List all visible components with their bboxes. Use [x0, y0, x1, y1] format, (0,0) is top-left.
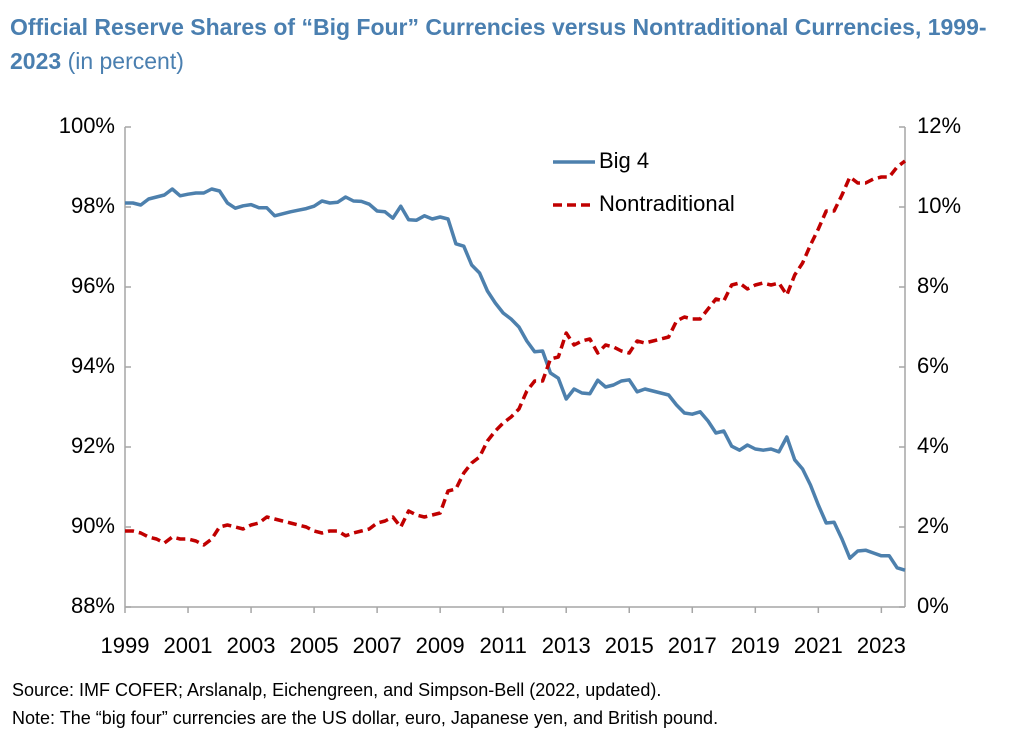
x-tick-label: 2023: [857, 633, 906, 658]
x-tick-label: 2005: [290, 633, 339, 658]
legend-label: Nontraditional: [599, 191, 735, 216]
x-tick-label: 2021: [794, 633, 843, 658]
x-tick-label: 2003: [227, 633, 276, 658]
x-tick-label: 2011: [480, 633, 527, 658]
y-tick-label: 90%: [71, 513, 115, 538]
y2-tick-label: 2%: [917, 513, 949, 538]
y2-tick-label: 4%: [917, 433, 949, 458]
source: Source: IMF COFER; Arslanalp, Eichengree…: [12, 680, 662, 700]
x-tick-label: 1999: [101, 633, 150, 658]
y-tick-label: 92%: [71, 433, 115, 458]
chart: 88% 90% 92% 94% 96% 98% 100% 0% 2% 4% 6% 8% 10% 12% 19…: [59, 113, 961, 658]
x-tick-label: 2017: [668, 633, 717, 658]
note: Note: The “big four” currencies are the …: [12, 708, 719, 728]
series-line: [125, 187, 906, 572]
legend-label: Big 4: [599, 148, 649, 173]
y2-tick-label: 8%: [917, 273, 949, 298]
y-tick-label: 88%: [71, 593, 115, 618]
y2-tick-label: 6%: [917, 353, 949, 378]
x-tick-label: 2015: [605, 633, 654, 658]
title-block: Official Reserve Shares of “Big Four” Cu…: [10, 10, 1010, 78]
x-tick-label: 2013: [542, 633, 591, 658]
series-line: [125, 159, 907, 547]
y2-tick-label: 12%: [917, 113, 961, 138]
x-tick-label: 2007: [353, 633, 402, 658]
x-tick-label: 2001: [164, 633, 213, 658]
y-tick-label: 94%: [71, 353, 115, 378]
y2-tick-label: 10%: [917, 193, 961, 218]
y-tick-label: 100%: [59, 113, 115, 138]
y-tick-label: 98%: [71, 193, 115, 218]
chart-subtitle: (in percent): [67, 48, 184, 74]
x-tick-label: 2009: [416, 633, 465, 658]
y2-tick-label: 0%: [917, 593, 949, 618]
y-tick-label: 96%: [71, 273, 115, 298]
x-tick-label: 2019: [731, 633, 780, 658]
chart-title: Official Reserve Shares of “Big Four” Cu…: [10, 14, 987, 74]
